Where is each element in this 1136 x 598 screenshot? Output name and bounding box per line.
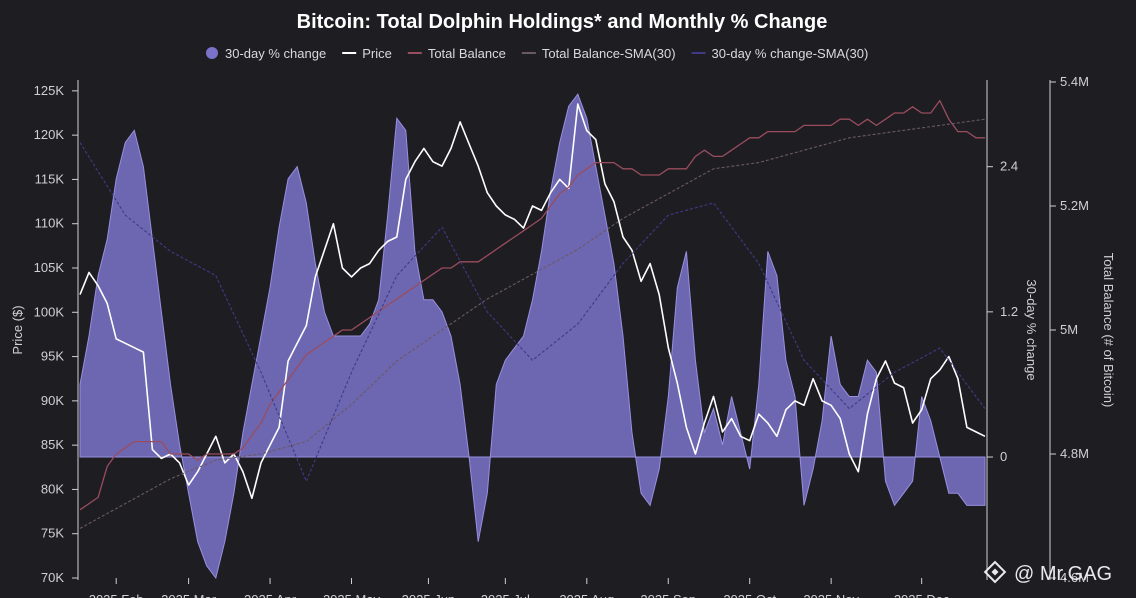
legend-item: Total Balance-SMA(30)	[521, 46, 676, 61]
legend-label: Price	[362, 46, 392, 61]
y-left-tick-label: 80K	[41, 481, 64, 496]
legend: 30-day % change Price Total Balance Total B…	[206, 46, 868, 61]
y-left-tick-label: 125K	[34, 83, 65, 98]
x-tick-label: 2025 Dec	[894, 592, 950, 598]
mid-axis-ticks: 2.4 1.2 0	[987, 159, 1018, 464]
legend-swatch	[206, 47, 218, 59]
y-left-tick-label: 90K	[41, 393, 64, 408]
y-left-tick-label: 95K	[41, 349, 64, 364]
y-right-tick-label: 4.8M	[1060, 446, 1089, 461]
series-line-total-balance	[79, 99, 985, 511]
x-axis-ticks: 2025 Feb 2025 Mar 2025 Apr 2025 May 2025 Jun…	[89, 578, 950, 598]
y-right-tick-label: 5.4M	[1060, 74, 1089, 89]
y-left-tick-label: 70K	[41, 570, 64, 585]
y-left-tick-label: 85K	[41, 437, 64, 452]
watermark-text: @ Mr.GAG	[1014, 563, 1112, 585]
y-right-axis-title: Total Balance (# of Bitcoin)	[1101, 253, 1116, 408]
y-left-tick-label: 100K	[34, 304, 65, 319]
legend-item: Total Balance	[407, 46, 506, 61]
binance-diamond-icon	[983, 560, 1007, 584]
x-tick-label: 2025 Oct	[723, 592, 776, 598]
series-line-total-balance-sma-30	[79, 118, 986, 529]
y-mid-tick-label: 2.4	[1000, 159, 1018, 174]
y-mid-tick-label: 0	[1000, 449, 1007, 464]
legend-item: 30-day % change	[206, 46, 326, 61]
chart-title: Bitcoin: Total Dolphin Holdings* and Mon…	[297, 11, 828, 33]
left-axis-ticks: 125K 120K 115K 110K 105K 100K 95K 90K 85K 80K 75K 7…	[34, 83, 78, 585]
x-tick-label: 2025 Apr	[244, 592, 297, 598]
y-left-tick-label: 105K	[34, 260, 65, 275]
x-tick-label: 2025 Sep	[640, 592, 696, 598]
legend-label: Total Balance	[428, 46, 506, 61]
x-tick-label: 2025 Mar	[161, 592, 217, 598]
y-left-tick-label: 120K	[34, 127, 65, 142]
x-tick-label: 2025 Jun	[402, 592, 456, 598]
y-mid-tick-label: 1.2	[1000, 304, 1018, 319]
y-left-tick-label: 115K	[35, 171, 65, 186]
y-left-tick-label: 110K	[35, 216, 65, 231]
legend-label: 30-day % change-SMA(30)	[712, 46, 869, 61]
right-axis-ticks: 5.4M 5.2M 5M 4.8M 4.6M	[1050, 74, 1089, 585]
legend-label: Total Balance-SMA(30)	[542, 46, 676, 61]
x-tick-label: 2025 Jul	[481, 592, 530, 598]
series-line-30-day-change-sma-30	[79, 142, 986, 482]
legend-item: 30-day % change-SMA(30)	[691, 46, 869, 61]
y-left-axis-title: Price ($)	[10, 305, 25, 354]
legend-label: 30-day % change	[225, 46, 326, 61]
y-right-tick-label: 5M	[1060, 322, 1078, 337]
legend-item: Price	[342, 46, 392, 61]
series-line-price	[79, 103, 986, 500]
x-tick-label: 2025 Feb	[89, 592, 144, 598]
watermark: @ Mr.GAG	[983, 560, 1112, 585]
x-tick-label: 2025 May	[323, 592, 381, 598]
y-mid-axis-title: 30-day % change	[1024, 279, 1039, 380]
y-right-tick-label: 4.6M	[1060, 570, 1089, 585]
y-right-tick-label: 5.2M	[1060, 198, 1089, 213]
series-layer	[79, 93, 986, 580]
y-left-tick-label: 75K	[41, 526, 64, 541]
x-tick-label: 2025 Nov	[803, 592, 859, 598]
x-tick-label: 2025 Aug	[559, 592, 614, 598]
series-area-30-day-change	[79, 93, 986, 580]
